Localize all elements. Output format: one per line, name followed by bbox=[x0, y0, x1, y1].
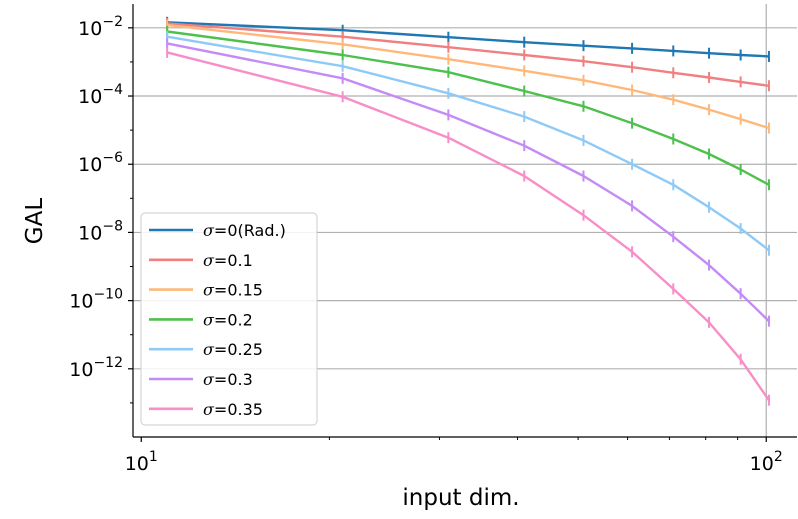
x-axis-label: input dim. bbox=[402, 485, 519, 511]
y-tick-label: 10−4 bbox=[78, 82, 123, 108]
legend-label: σ=0.2 bbox=[203, 310, 253, 329]
x-tick-label: 102 bbox=[750, 449, 783, 475]
y-tick-label: 10−6 bbox=[78, 150, 123, 176]
tick-labels: 10−2 10−4 10−6 10−8 10−10 10−12 101 102 bbox=[69, 14, 783, 475]
series-line bbox=[166, 51, 770, 401]
x-tick-label: 101 bbox=[125, 449, 158, 475]
y-axis-label: GAL bbox=[22, 198, 48, 245]
legend-label: σ=0.35 bbox=[203, 400, 263, 419]
series-line bbox=[167, 22, 770, 87]
series-line bbox=[166, 42, 770, 322]
series-4 bbox=[166, 31, 770, 256]
legend: σ=0(Rad.) σ=0.1 σ=0.15 σ=0.2 σ=0.25 σ=0.3 σ=0.… bbox=[140, 212, 318, 426]
series-line bbox=[167, 21, 769, 58]
series-line bbox=[166, 30, 770, 186]
y-tick-label: 10−12 bbox=[69, 355, 123, 381]
axes bbox=[128, 4, 797, 442]
legend-label: σ=0(Rad.) bbox=[203, 221, 286, 240]
series-layer bbox=[166, 16, 770, 406]
legend-label: σ=0.1 bbox=[203, 251, 253, 270]
series-6 bbox=[166, 46, 770, 406]
legend-box bbox=[140, 212, 318, 426]
y-tick-label: 10−8 bbox=[78, 218, 123, 244]
y-tick-label: 10−2 bbox=[78, 14, 123, 40]
series-line bbox=[166, 35, 770, 252]
legend-label: σ=0.3 bbox=[203, 370, 253, 389]
legend-label: σ=0.15 bbox=[203, 281, 263, 300]
series-line bbox=[166, 23, 770, 130]
series-2 bbox=[166, 19, 770, 134]
y-tick-label: 10−10 bbox=[69, 287, 123, 313]
legend-label: σ=0.25 bbox=[203, 340, 263, 359]
series-5 bbox=[166, 37, 770, 327]
